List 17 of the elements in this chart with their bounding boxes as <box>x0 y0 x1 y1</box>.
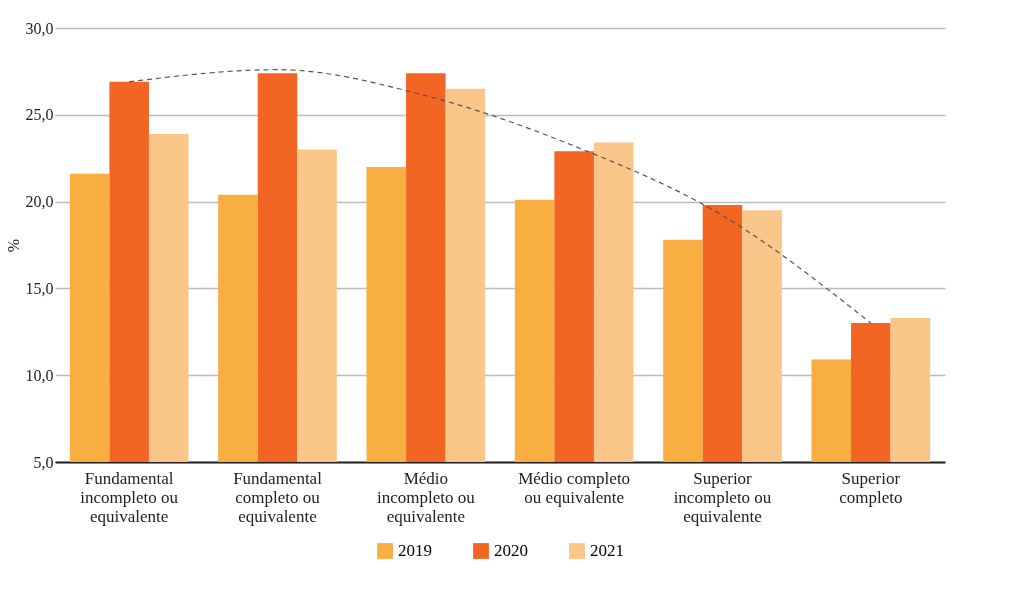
x-tick-label: Médio completo ou equivalente <box>518 468 631 507</box>
y-tick-label: 25,0 <box>25 106 54 124</box>
line-series <box>128 69 872 324</box>
x-tick-label: Fundamental incompleto ou equivalente <box>80 468 179 526</box>
legend-label: 2021 <box>590 541 624 560</box>
y-tick-label: 30,0 <box>25 19 54 37</box>
y-tick-label: 15,0 <box>25 279 54 297</box>
y-tick-label: 10,0 <box>25 366 54 384</box>
y-tick-label: 5,0 <box>33 453 54 471</box>
x-tick-label: Médio incompleto ou equivalente <box>376 468 476 526</box>
x-tick-label: Fundamental completo ou equivalente <box>233 468 323 526</box>
x-tick-label: Superior incompleto ou equivalente <box>673 468 772 526</box>
legend-label: 2020 <box>494 541 528 560</box>
y-tick-label: 20,0 <box>25 193 54 211</box>
x-tick-label: Superior completo <box>839 468 903 507</box>
y-axis-title: % <box>4 238 22 253</box>
legend-label: 2019 <box>398 541 432 560</box>
